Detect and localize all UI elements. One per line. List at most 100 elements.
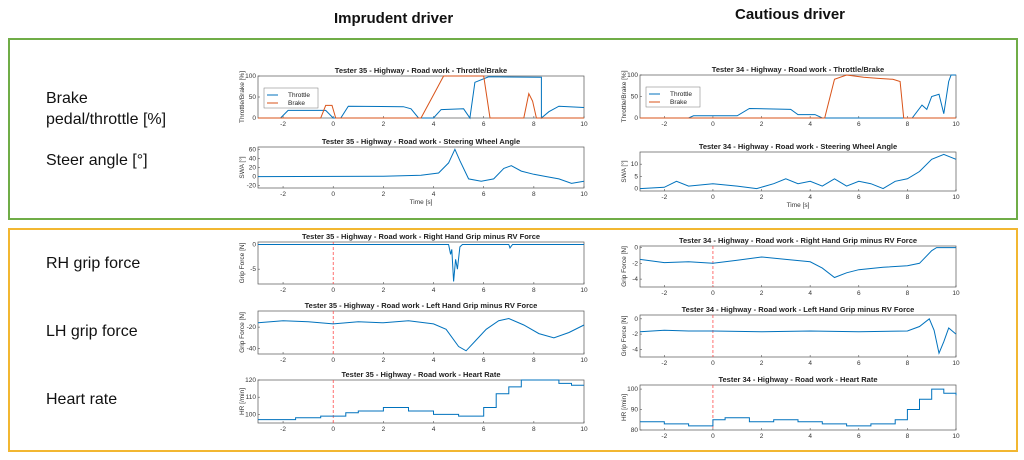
- y-tick-label: -2: [632, 260, 638, 267]
- series-line-brake: [258, 75, 584, 119]
- x-tick-label: 2: [760, 290, 764, 297]
- y-tick-label: 20: [249, 165, 257, 172]
- y-tick-label: -20: [247, 324, 257, 331]
- x-axis-label: Time [s]: [410, 199, 433, 206]
- x-tick-label: 0: [331, 121, 335, 128]
- chart-title: Tester 35 - Highway - Road work - Thrott…: [335, 66, 507, 75]
- x-tick-label: 2: [760, 433, 764, 440]
- x-tick-label: -2: [661, 194, 667, 201]
- y-tick-label: 10: [631, 161, 639, 168]
- row-label-steer: Steer angle [°]: [46, 152, 148, 169]
- x-tick-label: 0: [711, 433, 715, 440]
- x-tick-label: 8: [906, 290, 910, 297]
- chart-c7: Tester 34 - Highway - Road work - Steeri…: [620, 142, 960, 209]
- y-axis-label: Grip Force [N]: [621, 315, 628, 356]
- y-tick-label: 80: [631, 427, 639, 434]
- series-line-series-0: [639, 318, 957, 355]
- y-tick-label: 40: [249, 155, 257, 162]
- x-tick-label: 8: [906, 360, 910, 367]
- plot-area: [257, 310, 585, 355]
- y-axis-label: Grip Force [N]: [239, 242, 246, 283]
- x-tick-label: 0: [711, 360, 715, 367]
- plot-area: [257, 241, 585, 285]
- x-tick-label: -2: [280, 121, 286, 128]
- y-tick-label: 120: [245, 377, 256, 384]
- series-line-series-0: [639, 153, 957, 190]
- chart-title: Tester 34 - Highway - Road work - Thrott…: [712, 65, 884, 74]
- x-tick-label: 6: [482, 121, 486, 128]
- x-tick-label: -2: [280, 191, 286, 198]
- y-tick-label: 100: [245, 73, 256, 80]
- y-tick-label: 50: [631, 94, 639, 101]
- x-tick-label: -2: [661, 121, 667, 128]
- y-tick-label: 0: [634, 186, 638, 193]
- row-label-rh-grip: RH grip force: [46, 255, 141, 272]
- chart-c9: Tester 34 - Highway - Road work - Left H…: [621, 305, 960, 367]
- x-tick-label: 8: [906, 433, 910, 440]
- series-line-series-0: [257, 148, 585, 184]
- y-axis-label: SWA [°]: [238, 156, 246, 178]
- x-tick-label: 2: [760, 194, 764, 201]
- x-tick-label: 2: [760, 360, 764, 367]
- y-tick-label: 100: [245, 411, 256, 418]
- x-tick-label: 8: [906, 121, 910, 128]
- series-line-series-0: [258, 244, 584, 282]
- y-tick-label: -4: [632, 276, 638, 283]
- y-tick-label: 0: [252, 241, 256, 248]
- y-tick-label: 100: [627, 386, 638, 393]
- x-tick-label: 4: [808, 360, 812, 367]
- row-label-heart-rate: Heart rate: [46, 391, 118, 408]
- x-tick-label: -2: [280, 357, 286, 364]
- x-tick-label: 10: [580, 426, 588, 433]
- y-axis-label: Throttle/Brake [%]: [239, 71, 246, 123]
- x-tick-label: 8: [532, 287, 536, 294]
- x-tick-label: 6: [857, 433, 861, 440]
- x-tick-label: 4: [432, 357, 436, 364]
- y-axis-label: SWA [°]: [620, 160, 628, 182]
- x-tick-label: 0: [711, 290, 715, 297]
- y-tick-label: 60: [249, 146, 257, 153]
- plot-area: [639, 245, 957, 288]
- x-tick-label: 8: [532, 191, 536, 198]
- y-tick-label: -20: [247, 183, 257, 190]
- row-label-lh-grip: LH grip force: [46, 323, 138, 340]
- header-cautious-driver: Cautious driver: [735, 6, 846, 23]
- x-tick-label: 4: [808, 121, 812, 128]
- chart-c5: Tester 35 - Highway - Road work - Heart …: [239, 370, 588, 433]
- y-tick-label: 0: [634, 115, 638, 122]
- chart-title: Tester 35 - Highway - Road work - Heart …: [341, 370, 500, 379]
- x-tick-label: 10: [952, 290, 960, 297]
- y-tick-label: 0: [634, 245, 638, 252]
- series-line-series-0: [258, 379, 584, 421]
- y-tick-label: 100: [627, 72, 638, 79]
- x-tick-label: 6: [482, 191, 486, 198]
- x-tick-label: 10: [580, 287, 588, 294]
- legend-label: Brake: [288, 100, 305, 107]
- x-tick-label: 0: [331, 426, 335, 433]
- x-tick-label: 8: [532, 426, 536, 433]
- x-axis-label: Time [s]: [787, 202, 810, 209]
- series-line-throttle: [640, 74, 956, 119]
- x-tick-label: 6: [482, 357, 486, 364]
- x-tick-label: 6: [857, 290, 861, 297]
- chart-c1: Tester 35 - Highway - Road work - Thrott…: [239, 66, 588, 128]
- header-imprudent-driver: Imprudent driver: [334, 10, 454, 27]
- row-label-brake-line1: Brake: [46, 90, 88, 107]
- x-tick-label: 4: [808, 290, 812, 297]
- chart-title: Tester 34 - Highway - Road work - Right …: [679, 236, 917, 245]
- series-line-brake: [640, 74, 956, 119]
- x-tick-label: 4: [432, 287, 436, 294]
- x-tick-label: 4: [808, 433, 812, 440]
- y-tick-label: 90: [631, 407, 639, 414]
- series-line-throttle: [258, 76, 585, 120]
- x-tick-label: -2: [661, 290, 667, 297]
- chart-c3: Tester 35 - Highway - Road work - Right …: [239, 232, 588, 294]
- y-axis-label: Grip Force [N]: [239, 312, 246, 353]
- x-tick-label: 0: [331, 287, 335, 294]
- y-tick-label: 0: [634, 316, 638, 323]
- x-tick-label: 2: [382, 357, 386, 364]
- x-tick-label: -2: [661, 360, 667, 367]
- chart-title: Tester 34 - Highway - Road work - Steeri…: [699, 142, 897, 151]
- x-tick-label: 8: [532, 357, 536, 364]
- series-line-series-0: [640, 388, 957, 427]
